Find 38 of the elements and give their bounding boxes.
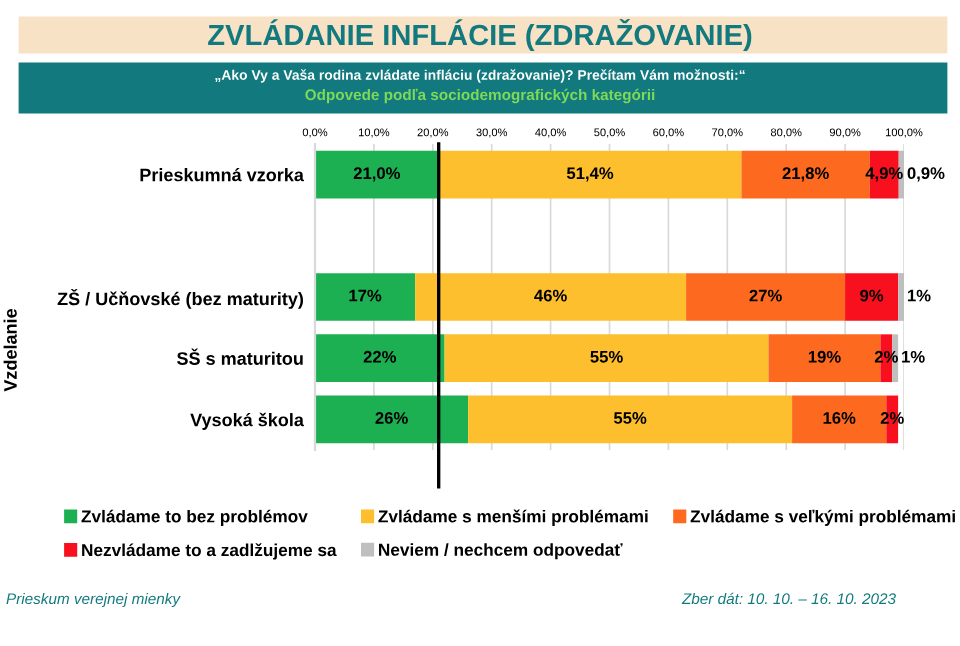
bar [898,273,904,321]
bar [315,395,469,444]
data-label: 21,0% [353,167,401,182]
data-label: 55% [613,412,647,424]
data-label: 17% [349,289,382,302]
data-label: 51,4% [566,167,614,182]
bar [845,273,899,321]
data-label: 46% [534,289,567,302]
data-label: 19% [808,350,841,363]
bar [438,150,742,199]
legend-label: Zvládame s menšími problémami [378,509,648,526]
data-label: 16% [823,412,856,424]
y-axis-title: Vzdelanie [3,308,17,392]
legend-label: Zvládame s veľkými problémami [690,509,955,526]
legend-label: Zvládame to bez problémov [81,509,308,526]
chart-title: ZVLÁDANIE INFLÁCIE (ZDRAŽOVANIE) [208,18,752,52]
y-tick-label: Vysoká škola [190,412,305,430]
bar [415,273,687,321]
data-label: 0,9% [907,167,945,182]
legend-label: Neviem / nechcem odpovedať [379,543,623,560]
y-tick-label: Prieskumná vzorka [140,167,305,182]
bar [686,273,846,321]
data-label: 9% [860,289,884,302]
bar [444,334,769,383]
bar [468,395,793,444]
data-label: 22% [363,350,397,363]
y-tick-label: ZŠ / Učňovské (bez maturity) [57,288,304,309]
bar [315,273,416,321]
y-tick-label: SŠ s maturitou [177,348,303,365]
data-label: 26% [375,412,408,424]
data-label: 55% [590,350,623,363]
data-label: 1% [902,350,925,363]
data-label: 1% [907,289,931,302]
bar [315,150,439,199]
bar [315,334,445,383]
legend-label: Nezvládame to a zadlžujeme sa [82,543,337,560]
data-label: 21,8% [782,167,829,182]
data-label: 27% [749,289,782,302]
